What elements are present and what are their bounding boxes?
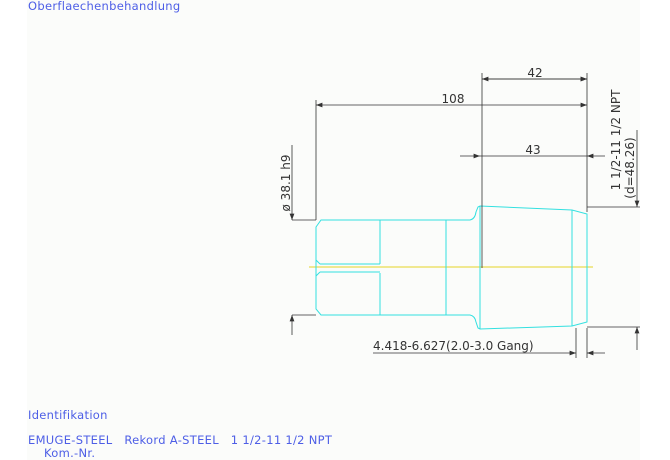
dim-42: 42 bbox=[527, 66, 542, 80]
dim-108: 108 bbox=[442, 92, 465, 106]
thread-diameter: (d=48.26) bbox=[623, 137, 637, 198]
drawing-sheet bbox=[27, 0, 640, 460]
dim-43: 43 bbox=[525, 143, 540, 157]
thread-spec: 1 1/2-11 1/2 NPT bbox=[609, 89, 623, 191]
identification-label: Identifikation bbox=[28, 408, 108, 422]
dim-shank-diameter: ø 38.1 h9 bbox=[279, 155, 293, 212]
surface-treatment-label: Oberflaechenbehandlung bbox=[28, 0, 181, 13]
kom-nr-label: Kom.-Nr. bbox=[44, 446, 96, 460]
dimension-lines bbox=[289, 73, 640, 358]
torque-note: 4.418-6.627(2.0-3.0 Gang) bbox=[373, 339, 534, 353]
product-line: EMUGE-STEEL Rekord A-STEEL 1 1/2-11 1/2 … bbox=[28, 433, 333, 447]
part-outline bbox=[315, 205, 588, 330]
